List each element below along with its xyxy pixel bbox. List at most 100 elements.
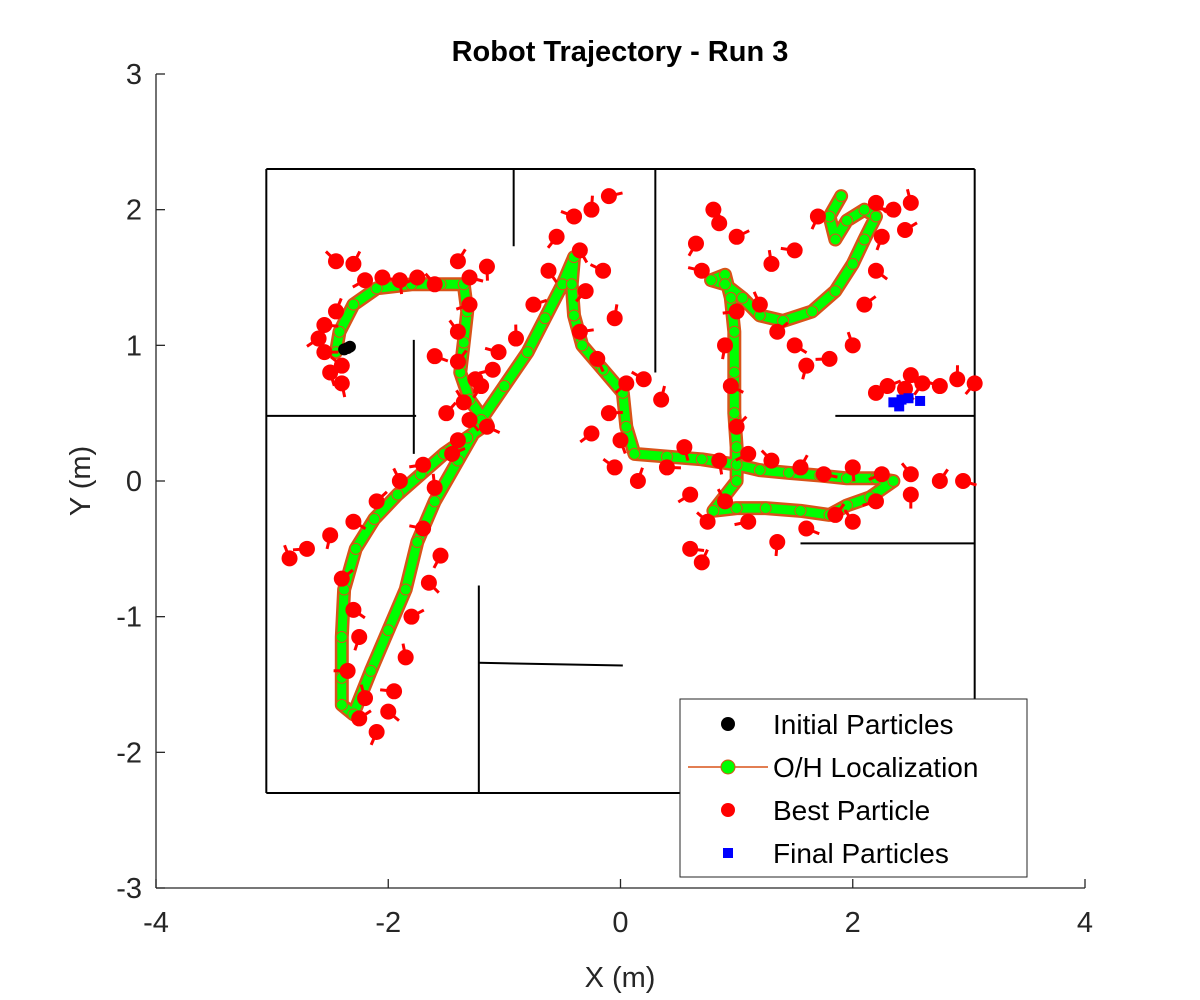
trajectory-point [724, 291, 737, 304]
trajectory-point [728, 325, 741, 338]
y-axis-label: Y (m) [65, 446, 97, 516]
legend-label: O/H Localization [773, 752, 978, 783]
trajectory-point [846, 257, 859, 270]
best-particle-point [449, 253, 466, 270]
y-tick-label: -3 [116, 873, 142, 905]
best-particle-point [711, 452, 728, 469]
best-particle-point [902, 194, 919, 211]
y-axis-ticks: -3 -2 -1 0 1 2 3 [116, 59, 165, 905]
final-particle-point [903, 393, 914, 404]
best-particle-point [415, 456, 432, 473]
best-particle-point [281, 550, 298, 567]
best-particle-point [728, 303, 745, 320]
best-particle-point [426, 348, 443, 365]
best-particle-point [600, 188, 617, 205]
best-particle-point [351, 629, 368, 646]
best-particle-point [722, 378, 739, 395]
final-particle-point [896, 394, 907, 405]
trajectory-point [753, 464, 766, 477]
best-particle-point [600, 405, 617, 422]
trajectory-point [829, 233, 842, 246]
y-tick-label: -2 [116, 737, 142, 769]
trajectory-point [628, 447, 641, 460]
best-particle-point [867, 262, 884, 279]
best-particle-point [589, 350, 606, 367]
best-particle-point [873, 228, 890, 245]
best-particle-point [438, 405, 455, 422]
trajectory-point [335, 698, 348, 711]
best-particle-point [316, 344, 333, 361]
best-particle-point [902, 367, 919, 384]
best-particle-point [357, 690, 374, 707]
best-particle-point [595, 262, 612, 279]
best-particle-point [374, 269, 391, 286]
trajectory-series [328, 189, 901, 722]
best-particle-point [914, 375, 931, 392]
initial-particles-series [338, 340, 356, 356]
best-particle-point [827, 506, 844, 523]
best-particle-point [769, 323, 786, 340]
best-particle-point [635, 371, 652, 388]
best-particle-point [548, 228, 565, 245]
best-particle-point [461, 411, 478, 428]
best-particle-point [490, 344, 507, 361]
y-tick-label: 2 [126, 195, 142, 227]
legend-label: Initial Particles [773, 709, 954, 740]
trajectory-point [333, 325, 346, 338]
best-particle-point [426, 276, 443, 293]
best-particle-point [478, 418, 495, 435]
best-particle-point [351, 710, 368, 727]
x-axis-label: X (m) [585, 962, 656, 994]
legend-box [679, 698, 1028, 878]
trajectory-point [887, 475, 900, 487]
trajectory-point [498, 380, 511, 393]
trajectory-point [835, 190, 848, 203]
best-particle-point [432, 547, 449, 564]
best-particle-point [897, 380, 914, 397]
legend-marker [723, 848, 733, 858]
best-particle-point [368, 723, 385, 740]
trajectory-point [736, 291, 749, 304]
best-particle-point [577, 283, 594, 300]
best-particle-point [966, 375, 983, 392]
best-particle-point [540, 262, 557, 279]
trajectory-point [521, 346, 534, 359]
best-particle-point [420, 574, 437, 591]
trajectory-point [705, 274, 718, 287]
trajectory-point [695, 453, 708, 466]
best-particle-point [902, 466, 919, 483]
trajectory-point [349, 542, 362, 555]
best-particle-point [612, 432, 629, 449]
best-particle-point [333, 570, 350, 587]
legend-marker [720, 759, 736, 775]
legend: Initial Particles O/H Localization Best Pa… [679, 698, 1028, 878]
best-particle-point [507, 330, 524, 347]
legend-label: Best Particle [773, 795, 930, 826]
best-particle-point [682, 486, 699, 503]
best-particle-point [873, 466, 890, 483]
best-particle-point [525, 296, 542, 313]
final-particle-point [915, 395, 926, 406]
best-particle-point [484, 361, 501, 378]
trajectory-point [840, 214, 853, 227]
best-particle-point [409, 269, 426, 286]
best-particle-point [693, 262, 710, 279]
best-particle-point [955, 473, 972, 489]
best-particle-point [798, 357, 815, 374]
best-particle-point [322, 527, 339, 544]
y-tick-label: 0 [126, 466, 142, 498]
y-tick-label: -1 [116, 602, 142, 634]
trajectory-point [364, 664, 377, 677]
x-tick-label: 2 [845, 907, 861, 939]
trajectory-point [719, 278, 732, 291]
best-particle-point [740, 513, 757, 530]
best-particle-point [786, 337, 803, 354]
trajectory-point [411, 536, 424, 549]
best-particle-point [403, 608, 420, 625]
best-particle-point [316, 316, 333, 333]
best-particle-point [333, 375, 350, 392]
trajectory-point [829, 285, 842, 298]
best-particle-point [867, 493, 884, 510]
best-particle-point [763, 452, 780, 469]
x-axis-ticks: -4 -2 0 2 4 [143, 879, 1093, 939]
